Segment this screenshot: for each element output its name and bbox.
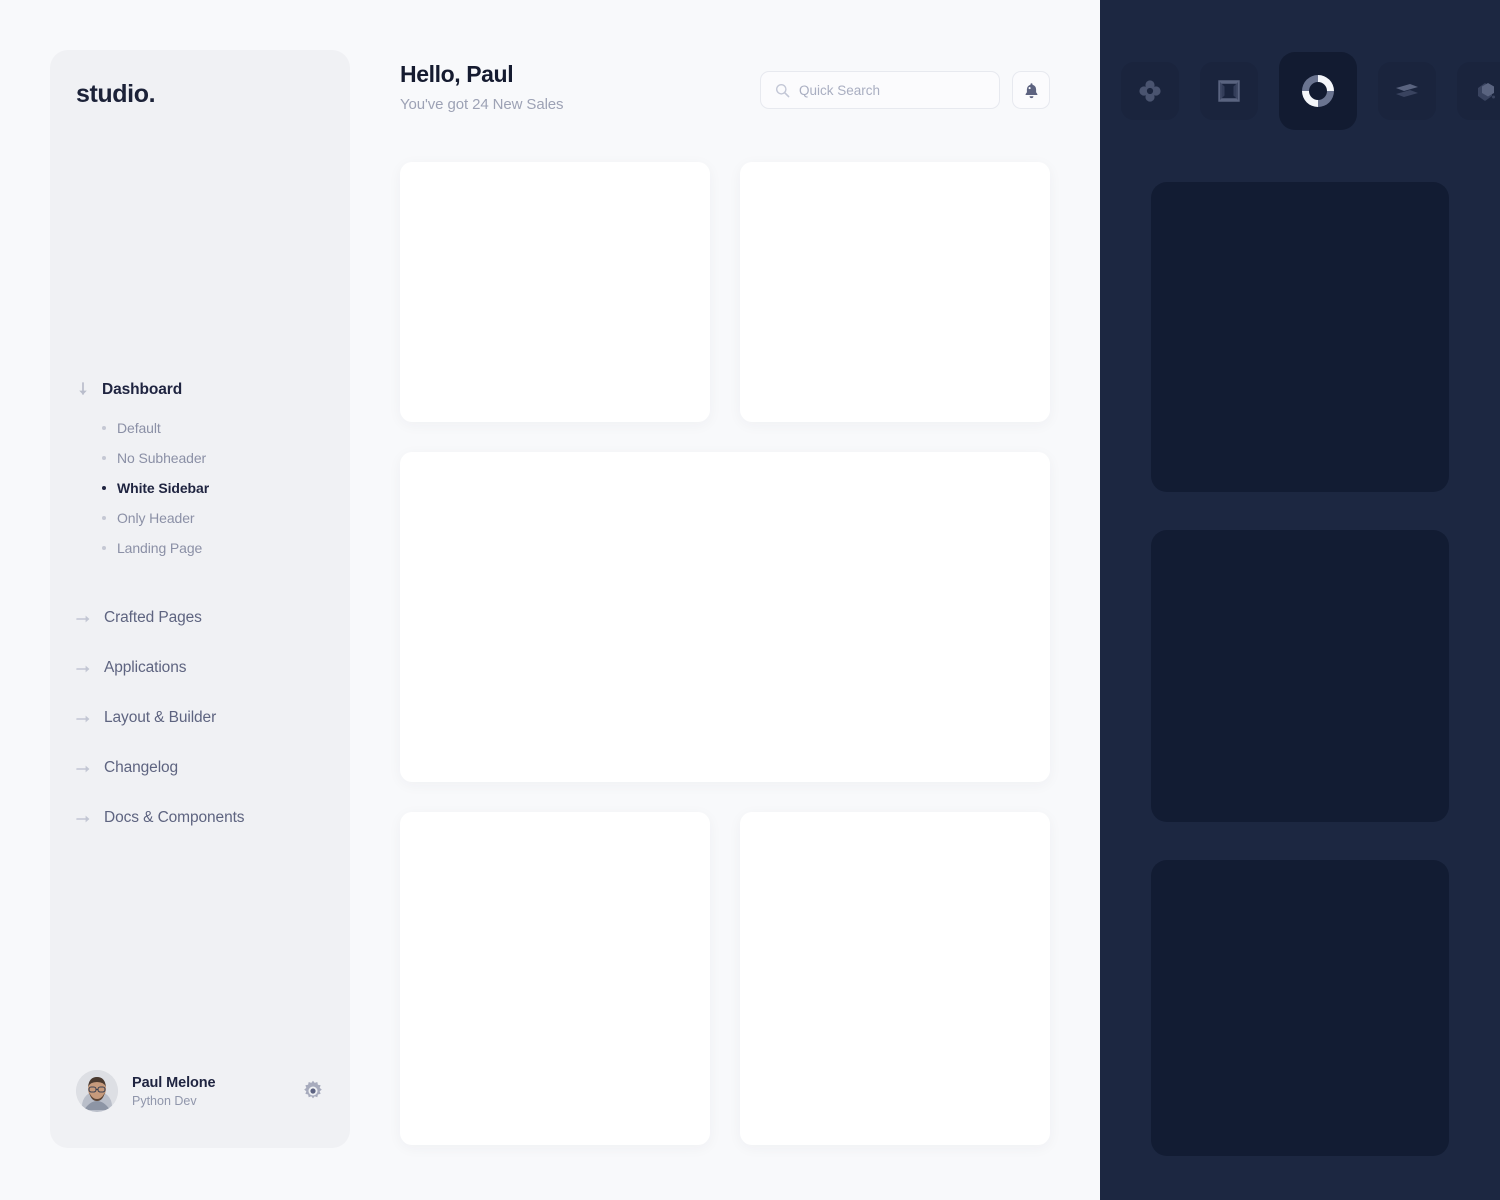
sidebar-item-dashboard-label: Dashboard bbox=[102, 381, 183, 398]
arrow-right-icon bbox=[76, 762, 92, 774]
content-card[interactable] bbox=[400, 452, 1050, 782]
arrow-right-icon bbox=[76, 812, 92, 824]
search-input[interactable] bbox=[799, 82, 985, 98]
user-name: Paul Melone bbox=[132, 1074, 216, 1091]
user-role: Python Dev bbox=[132, 1093, 197, 1108]
tile-hexagon[interactable] bbox=[1457, 62, 1500, 120]
search-icon bbox=[775, 83, 790, 98]
clover-icon bbox=[1139, 80, 1161, 102]
main-content: Hello, Paul You've got 24 New Sales bbox=[400, 0, 1100, 1200]
tile-cube[interactable] bbox=[1200, 62, 1258, 120]
card-grid bbox=[400, 162, 1050, 1145]
sidebar-item-docs-components[interactable]: Docs & Components bbox=[76, 793, 350, 843]
nav-spacer bbox=[76, 563, 350, 593]
sidebar: studio. Dashboard Default No Subheader bbox=[50, 50, 350, 1148]
sidebar-subitem-label: Only Header bbox=[117, 510, 195, 526]
panel-card-list bbox=[1151, 182, 1449, 1156]
arrow-down-icon bbox=[76, 382, 90, 398]
sidebar-subitem-label: No Subheader bbox=[117, 450, 207, 466]
arrow-right-icon bbox=[76, 612, 92, 624]
sidebar-subitem-no-subheader[interactable]: No Subheader bbox=[102, 443, 350, 473]
sidebar-item-dashboard[interactable]: Dashboard bbox=[76, 377, 350, 403]
content-card[interactable] bbox=[400, 812, 710, 1145]
bullet-icon bbox=[102, 456, 106, 460]
cube-outline-icon bbox=[1218, 80, 1240, 102]
user-meta: Paul Melone Python Dev bbox=[132, 1075, 288, 1108]
sidebar-user-card[interactable]: Paul Melone Python Dev bbox=[70, 1062, 330, 1120]
search-box[interactable] bbox=[760, 71, 1000, 109]
brand-logo[interactable]: studio. bbox=[76, 80, 156, 108]
sidebar-subitem-label: White Sidebar bbox=[117, 480, 210, 496]
bullet-icon bbox=[102, 486, 106, 490]
sidebar-item-applications[interactable]: Applications bbox=[76, 643, 350, 693]
tile-lifebuoy[interactable] bbox=[1279, 52, 1357, 130]
sidebar-item-label: Crafted Pages bbox=[104, 609, 202, 626]
panel-card[interactable] bbox=[1151, 530, 1449, 822]
content-card[interactable] bbox=[740, 162, 1050, 422]
sidebar-item-layout-builder[interactable]: Layout & Builder bbox=[76, 693, 350, 743]
content-card[interactable] bbox=[740, 812, 1050, 1145]
tile-toolbar bbox=[1121, 52, 1500, 130]
panel-card[interactable] bbox=[1151, 860, 1449, 1156]
layers-icon bbox=[1396, 84, 1418, 97]
tile-clover[interactable] bbox=[1121, 62, 1179, 120]
sidebar-submenu: Default No Subheader White Sidebar Only … bbox=[76, 413, 350, 563]
topbar-actions bbox=[760, 71, 1050, 109]
greeting-block: Hello, Paul You've got 24 New Sales bbox=[400, 61, 564, 114]
right-panel bbox=[1100, 0, 1500, 1200]
page-subtitle: You've got 24 New Sales bbox=[400, 96, 564, 114]
tile-layers[interactable] bbox=[1378, 62, 1436, 120]
sidebar-subitem-label: Landing Page bbox=[117, 540, 203, 556]
sidebar-item-crafted-pages[interactable]: Crafted Pages bbox=[76, 593, 350, 643]
topbar: Hello, Paul You've got 24 New Sales bbox=[400, 61, 1050, 122]
arrow-right-icon bbox=[76, 662, 92, 674]
sidebar-subitem-only-header[interactable]: Only Header bbox=[102, 503, 350, 533]
sidebar-item-changelog[interactable]: Changelog bbox=[76, 743, 350, 793]
sidebar-subitem-white-sidebar[interactable]: White Sidebar bbox=[102, 473, 350, 503]
content-card[interactable] bbox=[400, 162, 710, 422]
lifebuoy-icon bbox=[1302, 75, 1334, 107]
bell-icon bbox=[1023, 82, 1040, 99]
sidebar-item-label: Applications bbox=[104, 659, 187, 676]
arrow-right-icon bbox=[76, 712, 92, 724]
bullet-icon bbox=[102, 516, 106, 520]
sidebar-subitem-default[interactable]: Default bbox=[102, 413, 350, 443]
sidebar-nav: Dashboard Default No Subheader White Sid… bbox=[50, 377, 350, 1062]
notifications-button[interactable] bbox=[1012, 71, 1050, 109]
bullet-icon bbox=[102, 546, 106, 550]
gear-icon[interactable] bbox=[302, 1080, 324, 1102]
sidebar-item-label: Docs & Components bbox=[104, 809, 245, 826]
hexagon-icon bbox=[1478, 83, 1495, 101]
panel-card[interactable] bbox=[1151, 182, 1449, 492]
avatar bbox=[76, 1070, 118, 1112]
sidebar-item-label: Layout & Builder bbox=[104, 709, 217, 726]
page-title: Hello, Paul bbox=[400, 61, 514, 87]
sidebar-subitem-label: Default bbox=[117, 420, 161, 436]
sidebar-subitem-landing-page[interactable]: Landing Page bbox=[102, 533, 350, 563]
sidebar-item-label: Changelog bbox=[104, 759, 179, 776]
bullet-icon bbox=[102, 426, 106, 430]
